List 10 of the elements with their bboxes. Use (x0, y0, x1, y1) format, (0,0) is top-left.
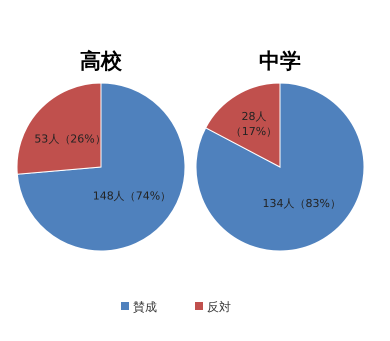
data-label: 148人（74%） (92, 189, 172, 202)
legend-label: 反対 (207, 300, 231, 314)
chart-title: 高校 (80, 49, 123, 73)
data-label: 134人（83%） (262, 196, 341, 210)
chart-title: 中学 (259, 49, 301, 73)
data-label: 53人（26%） (34, 132, 106, 146)
pie-slice (196, 82, 364, 252)
legend-label: 賛成 (133, 300, 157, 314)
data-label: 28人（17%） (230, 110, 278, 138)
pie-slice (16, 82, 186, 252)
